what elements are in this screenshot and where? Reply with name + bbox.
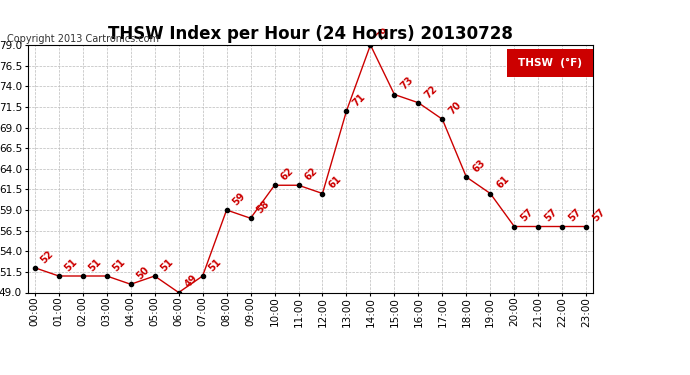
Text: 73: 73	[399, 75, 415, 92]
Text: 58: 58	[255, 199, 271, 216]
Text: 51: 51	[111, 256, 128, 273]
Text: 72: 72	[422, 83, 439, 100]
Title: THSW Index per Hour (24 Hours) 20130728: THSW Index per Hour (24 Hours) 20130728	[108, 26, 513, 44]
Text: 61: 61	[326, 174, 343, 191]
Text: 52: 52	[39, 248, 56, 265]
Text: THSW  (°F): THSW (°F)	[518, 58, 582, 68]
Text: 71: 71	[351, 92, 367, 108]
Text: 57: 57	[591, 207, 607, 224]
Text: 57: 57	[566, 207, 583, 224]
Text: 50: 50	[135, 265, 152, 282]
Text: 57: 57	[542, 207, 559, 224]
Text: 59: 59	[230, 190, 248, 207]
Text: 63: 63	[471, 158, 487, 174]
Text: 61: 61	[495, 174, 511, 191]
Text: 51: 51	[63, 256, 79, 273]
Text: 57: 57	[518, 207, 535, 224]
Text: 51: 51	[159, 256, 175, 273]
Text: 62: 62	[303, 166, 319, 183]
Text: 62: 62	[279, 166, 295, 183]
Text: 51: 51	[207, 256, 224, 273]
Text: 51: 51	[87, 256, 104, 273]
Text: 49: 49	[183, 273, 199, 290]
Text: Copyright 2013 Cartronics.com: Copyright 2013 Cartronics.com	[7, 34, 159, 44]
Text: 79: 79	[375, 26, 391, 42]
Text: 70: 70	[446, 100, 463, 117]
